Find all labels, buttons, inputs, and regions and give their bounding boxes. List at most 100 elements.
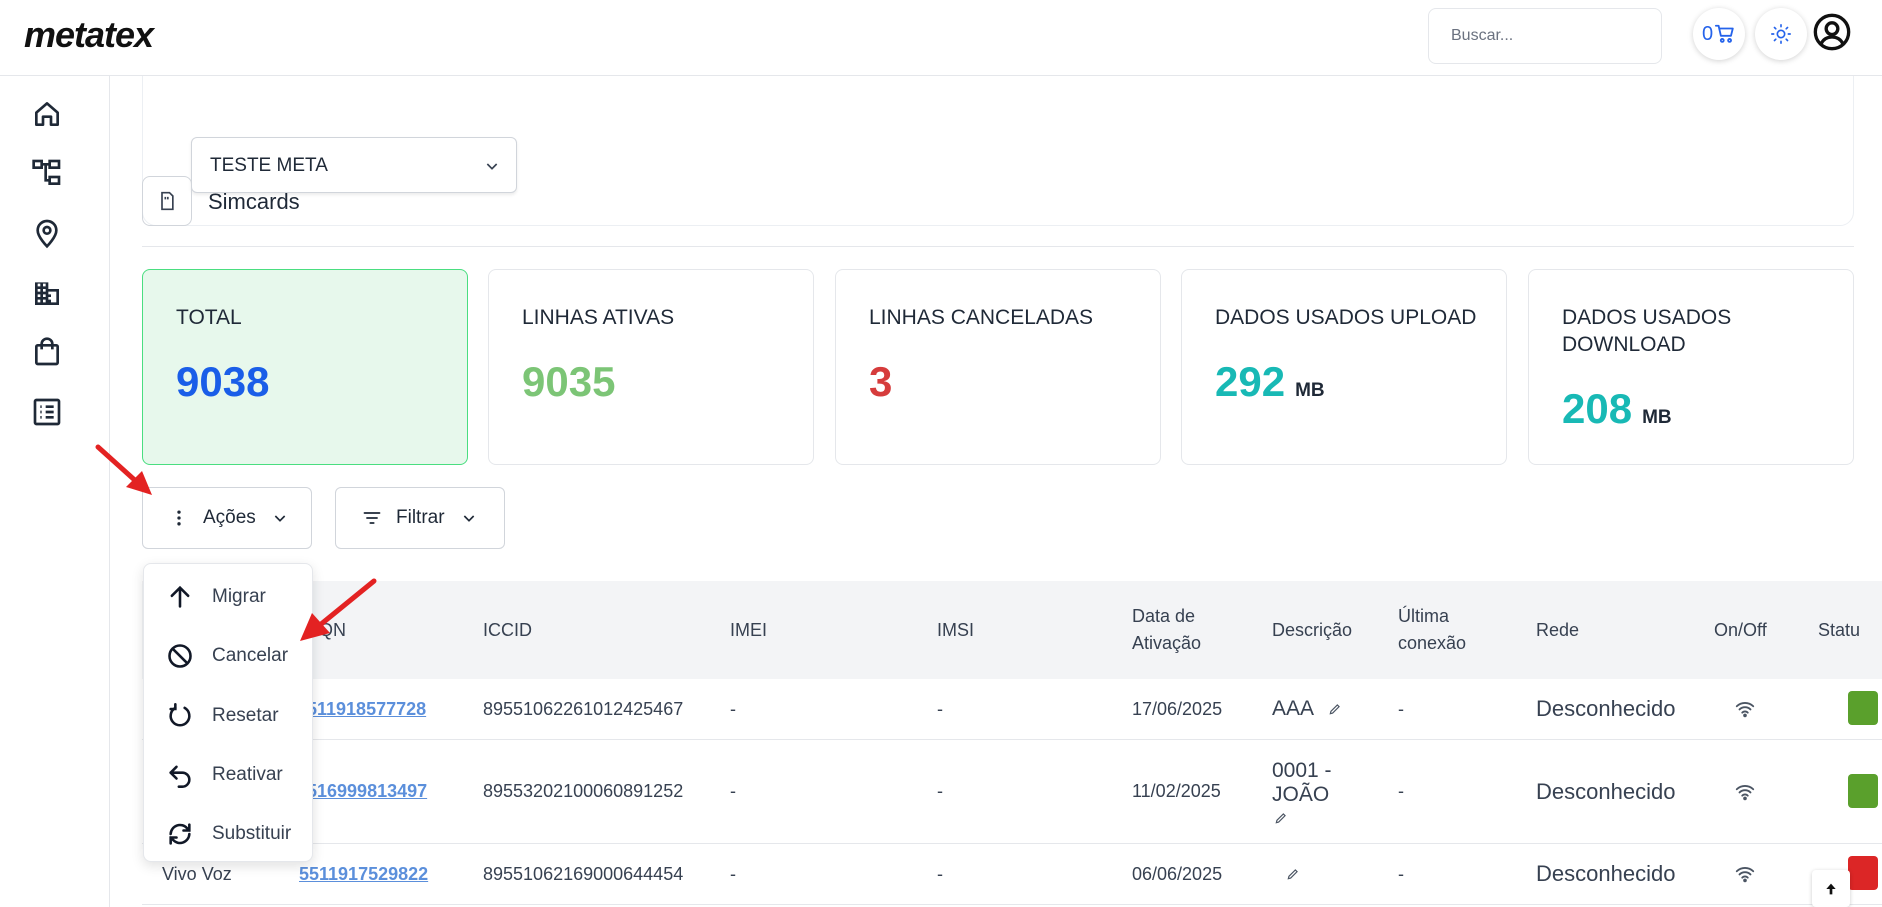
location-pin-icon[interactable] — [31, 217, 63, 249]
stat-card-upload[interactable]: DADOS USADOS UPLOAD 292 MB — [1181, 269, 1507, 465]
last-connection-cell: - — [1398, 698, 1404, 719]
col-status[interactable]: Statu — [1818, 619, 1861, 640]
wifi-icon — [1735, 867, 1755, 883]
chevron-down-icon — [463, 515, 474, 522]
search-input[interactable] — [1428, 8, 1662, 64]
list-icon[interactable] — [31, 396, 63, 428]
stat-unit: MB — [1642, 407, 1672, 428]
imei-cell: - — [730, 698, 736, 719]
imei-cell: - — [730, 863, 736, 884]
col-iccid[interactable]: ICCID — [483, 619, 532, 640]
network-cell: Desconhecido — [1536, 778, 1676, 804]
actions-button[interactable]: Ações — [142, 487, 312, 549]
table-row[interactable]: 516999813497 89553202100060891252 - - 11… — [142, 740, 1882, 844]
arrow-up-icon — [1826, 883, 1836, 894]
description-cell: AAA — [1272, 679, 1342, 739]
status-badge[interactable] — [1848, 774, 1878, 808]
filter-icon — [363, 512, 381, 524]
status-badge[interactable] — [1848, 856, 1878, 890]
network-cell: Desconhecido — [1536, 696, 1676, 721]
logo[interactable]: metatex — [24, 14, 154, 55]
pencil-icon[interactable] — [1274, 811, 1288, 825]
main-content: TESTE META Simcards TOTAL 9038 LINHAS AT… — [110, 76, 1882, 907]
divider — [142, 246, 1854, 247]
table-row[interactable]: 511918577728 89551062261012425467 - - 17… — [142, 679, 1882, 740]
wifi-icon — [1735, 702, 1755, 718]
msisdn-link[interactable]: 5511917529822 — [299, 863, 429, 884]
theme-toggle-button[interactable] — [1755, 8, 1807, 60]
annotation-arrow-icon — [300, 578, 377, 641]
shopping-bag-icon[interactable] — [31, 336, 63, 368]
activation-cell: 17/06/2025 — [1132, 698, 1223, 719]
on-off-cell — [1714, 679, 1756, 739]
on-off-cell — [1714, 740, 1756, 843]
stat-unit: MB — [1295, 380, 1325, 401]
pencil-icon[interactable] — [1286, 867, 1300, 881]
msisdn-link[interactable]: 511918577728 — [307, 698, 427, 719]
activation-cell: 06/06/2025 — [1132, 863, 1223, 884]
kebab-icon — [177, 510, 181, 526]
stat-value: 3 — [869, 358, 893, 405]
cart-count: 0 — [1701, 22, 1714, 45]
actions-label: Ações — [203, 507, 256, 528]
actions-menu: Migrar Cancelar Resetar Reativar Substit… — [143, 563, 313, 862]
filter-card: TESTE META — [142, 76, 1854, 226]
stat-card-canceled-lines[interactable]: LINHAS CANCELADAS 3 — [835, 269, 1161, 465]
buildings-icon[interactable] — [31, 277, 63, 309]
user-menu-button[interactable] — [1812, 12, 1852, 52]
menu-item-reativar[interactable]: Reativar — [144, 746, 314, 804]
filter-button[interactable]: Filtrar — [335, 487, 505, 549]
last-connection-cell: - — [1398, 781, 1404, 801]
col-last-connection[interactable]: Última conexão — [1398, 606, 1467, 653]
menu-item-cancelar[interactable]: Cancelar — [144, 627, 314, 685]
section-title: Simcards — [208, 189, 300, 214]
col-on-off[interactable]: On/Off — [1714, 619, 1767, 640]
stat-label: DADOS USADOS DOWNLOAD — [1562, 306, 1732, 356]
chevron-down-icon — [274, 515, 286, 522]
network-cell: Desconhecido — [1536, 861, 1676, 886]
table-header: ISQN ICCID IMEI IMSI Data de Ativação De… — [142, 581, 1882, 679]
company-select[interactable]: TESTE META — [191, 137, 517, 193]
stat-card-active-lines[interactable]: LINHAS ATIVAS 9035 — [488, 269, 814, 465]
top-bar: metatex 0 — [0, 0, 1882, 76]
imsi-cell: - — [937, 781, 943, 801]
description-cell — [1272, 844, 1300, 904]
col-activation[interactable]: Data de Ativação — [1132, 606, 1202, 653]
status-badge[interactable] — [1848, 691, 1878, 725]
iccid-cell: 89551062261012425467 — [483, 698, 684, 719]
cart-button[interactable]: 0 — [1693, 8, 1745, 60]
col-network[interactable]: Rede — [1536, 619, 1580, 640]
stat-card-total[interactable]: TOTAL 9038 — [142, 269, 468, 465]
cart-icon — [1714, 24, 1734, 43]
description-cell: 0001 - JOÃO — [1272, 740, 1352, 843]
stat-value: 292 MB — [1215, 358, 1325, 405]
col-imei[interactable]: IMEI — [730, 619, 768, 640]
pencil-icon[interactable] — [1328, 702, 1342, 716]
col-description[interactable]: Descrição — [1272, 619, 1353, 640]
home-icon[interactable] — [31, 98, 63, 130]
menu-item-migrar[interactable]: Migrar — [144, 568, 314, 626]
sidebar — [0, 76, 110, 907]
imsi-cell: - — [937, 698, 943, 719]
user-icon — [1813, 13, 1851, 51]
menu-item-resetar[interactable]: Resetar — [144, 687, 314, 745]
stat-label: TOTAL — [176, 306, 242, 329]
arrow-up-icon — [170, 585, 190, 608]
col-imsi[interactable]: IMSI — [937, 619, 975, 640]
sun-icon — [1771, 24, 1791, 44]
stat-card-download[interactable]: DADOS USADOS DOWNLOAD 208 MB — [1528, 269, 1854, 465]
company-select-value: TESTE META — [210, 155, 328, 176]
table-row[interactable]: Vivo Voz 5511917529822 89551062169000644… — [142, 844, 1882, 905]
on-off-cell — [1714, 844, 1756, 904]
imsi-cell: - — [937, 863, 943, 884]
simcards-table: ISQN ICCID IMEI IMSI Data de Ativação De… — [142, 581, 1882, 907]
stat-value: 9035 — [522, 358, 616, 405]
msisdn-link[interactable]: 516999813497 — [307, 781, 428, 801]
reset-icon — [169, 703, 191, 727]
undo-icon — [169, 765, 191, 788]
hierarchy-icon[interactable] — [31, 157, 63, 189]
activation-cell: 11/02/2025 — [1132, 781, 1221, 801]
menu-item-substituir[interactable]: Substituir — [144, 805, 314, 863]
scroll-top-button[interactable] — [1812, 870, 1850, 907]
operator-cell: Vivo Voz — [162, 863, 232, 884]
